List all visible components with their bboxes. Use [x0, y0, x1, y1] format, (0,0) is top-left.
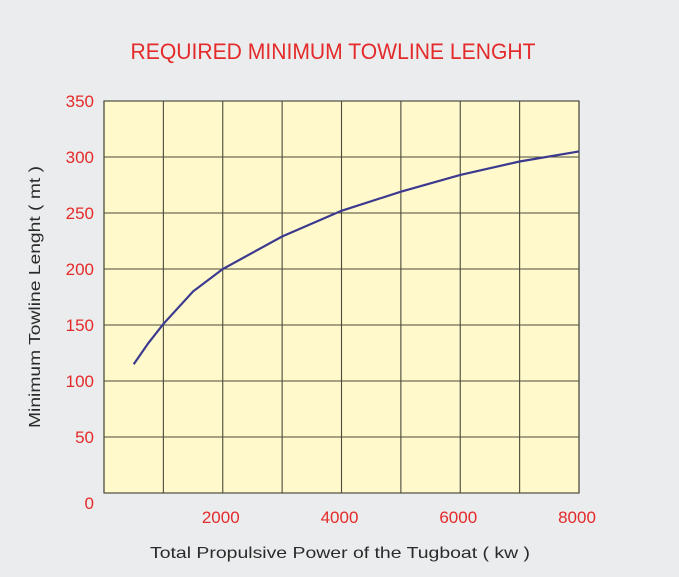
- y-tick-label: 100: [66, 372, 94, 391]
- x-axis-label: Total Propulsive Power of the Tugboat ( …: [150, 545, 530, 562]
- x-tick-label: 6000: [439, 508, 477, 527]
- y-tick-label: 250: [66, 204, 94, 223]
- y-tick-label: 50: [75, 428, 94, 447]
- series-line: [132, 150, 580, 365]
- chart-title: REQUIRED MINIMUM TOWLINE LENGHT: [131, 39, 536, 64]
- x-tick-label: 2000: [202, 508, 240, 527]
- y-tick-label: 0: [85, 494, 94, 513]
- y-tick-label: 350: [66, 92, 94, 111]
- y-tick-label: 300: [66, 148, 94, 167]
- x-tick-label: 8000: [558, 508, 596, 527]
- x-tick-label: 4000: [321, 508, 359, 527]
- y-axis-label: Minimum Towline Lenght ( mt ): [27, 166, 44, 428]
- y-tick-label: 150: [66, 316, 94, 335]
- y-tick-label: 200: [66, 260, 94, 279]
